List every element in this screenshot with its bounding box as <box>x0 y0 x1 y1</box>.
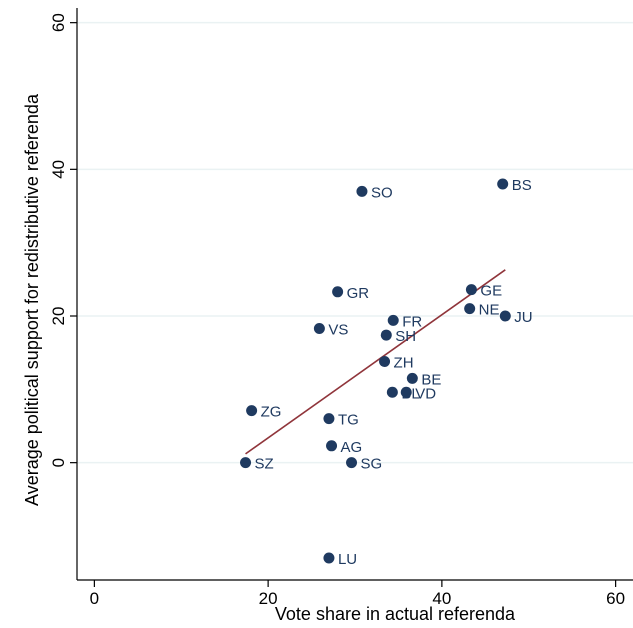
y-tick-label: 40 <box>49 160 68 179</box>
x-axis-title: Vote share in actual referenda <box>275 604 516 624</box>
data-point <box>323 413 335 425</box>
x-tick-label: 20 <box>259 589 278 608</box>
point-label: GR <box>347 285 370 302</box>
point-label: FR <box>402 313 422 330</box>
x-axis-ticks: 0 20 40 60 <box>90 580 625 608</box>
point-label: GE <box>480 283 502 300</box>
data-point <box>380 329 392 341</box>
data-point <box>387 314 399 326</box>
y-axis-title: Average political support for redistribu… <box>22 93 42 506</box>
x-tick-label: 0 <box>90 589 99 608</box>
point-label: SZ <box>255 456 274 473</box>
data-point <box>464 303 476 315</box>
point-label: JU <box>514 309 532 326</box>
data-point <box>406 372 418 384</box>
fit-line <box>245 269 506 455</box>
data-point <box>332 286 344 298</box>
x-tick-label: 40 <box>432 589 451 608</box>
point-label: VD <box>415 385 436 402</box>
data-point <box>465 284 477 296</box>
point-label: SG <box>361 456 383 473</box>
point-label: ZG <box>261 404 282 421</box>
point-label: VS <box>328 321 348 338</box>
point-label: BE <box>421 371 441 388</box>
point-label: TG <box>338 412 359 429</box>
data-point <box>379 355 391 367</box>
gridlines <box>77 21 633 464</box>
data-point <box>240 457 252 469</box>
point-label: SO <box>371 184 393 201</box>
y-tick-label: 60 <box>49 13 68 32</box>
y-axis-ticks: 0 20 40 60 <box>49 13 77 467</box>
data-point <box>356 185 368 197</box>
point-label: ZH <box>394 354 414 371</box>
y-tick-label: 20 <box>49 307 68 326</box>
data-point <box>497 178 509 190</box>
point-label: AG <box>341 439 363 456</box>
data-point <box>313 322 325 334</box>
data-point <box>246 405 258 417</box>
data-point <box>326 440 338 452</box>
data-point <box>400 386 412 398</box>
point-label: NE <box>479 302 500 319</box>
data-point <box>499 310 511 322</box>
data-point <box>386 386 398 398</box>
data-points: BSSOGEGRNEJUFRVSSHZHBEBLVDZGTGAGSZSGLU <box>240 177 533 568</box>
data-point <box>323 552 335 564</box>
point-label: SH <box>395 328 416 345</box>
x-tick-label: 60 <box>606 589 625 608</box>
point-label: LU <box>338 551 357 568</box>
y-tick-label: 0 <box>49 458 68 467</box>
data-point <box>346 457 358 469</box>
point-label: BS <box>512 177 532 194</box>
